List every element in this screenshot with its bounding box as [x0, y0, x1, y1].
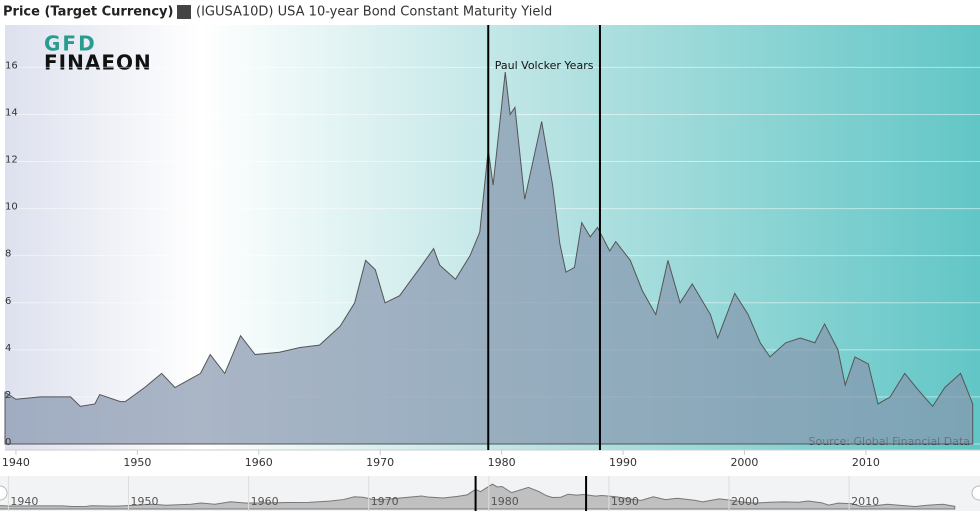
navigator-tick-label: 1940 [10, 495, 38, 508]
x-tick-label: 2000 [730, 456, 758, 469]
y-tick-label: 2 [5, 390, 11, 401]
navigator-tick-label: 1960 [251, 495, 279, 508]
x-tick-label: 1950 [123, 456, 151, 469]
x-tick-label: 1970 [366, 456, 394, 469]
navigator-handle-left [0, 485, 8, 501]
navigator-area [0, 483, 956, 510]
y-tick-label: 10 [5, 202, 18, 213]
legend: Price (Target Currency) (IGUSA10D) USA 1… [3, 5, 552, 20]
x-tick-label: 1980 [488, 456, 516, 469]
navigator-tick-label: 2010 [851, 495, 879, 508]
legend-title: Price (Target Currency) [3, 5, 173, 20]
legend-label: (IGUSA10D) USA 10-year Bond Constant Mat… [196, 5, 552, 20]
navigator-tick-label: 2000 [731, 495, 759, 508]
y-tick-label: 8 [5, 249, 11, 260]
y-tick-label: 12 [5, 155, 18, 166]
x-tick-label: 2010 [852, 456, 880, 469]
navigator-handle-right [971, 485, 980, 501]
logo-top: GFD [44, 32, 97, 56]
y-tick-label: 0 [5, 437, 11, 448]
y-tick-label: 4 [5, 343, 11, 354]
x-tick-label: 1960 [245, 456, 273, 469]
legend-swatch [177, 5, 191, 19]
annotation-label: Paul Volcker Years [495, 59, 594, 72]
x-tick-label: 1990 [609, 456, 637, 469]
x-tick-label: 1940 [2, 456, 30, 469]
navigator-tick-label: 1990 [611, 495, 639, 508]
navigator-tick-label: 1970 [371, 495, 399, 508]
y-tick-label: 6 [5, 296, 11, 307]
y-tick-label: 16 [5, 60, 18, 71]
y-tick-label: 14 [5, 107, 18, 118]
logo-bottom: FINAEON [44, 51, 152, 75]
navigator-tick-label: 1980 [491, 495, 519, 508]
navigator-tick-label: 1950 [131, 495, 159, 508]
